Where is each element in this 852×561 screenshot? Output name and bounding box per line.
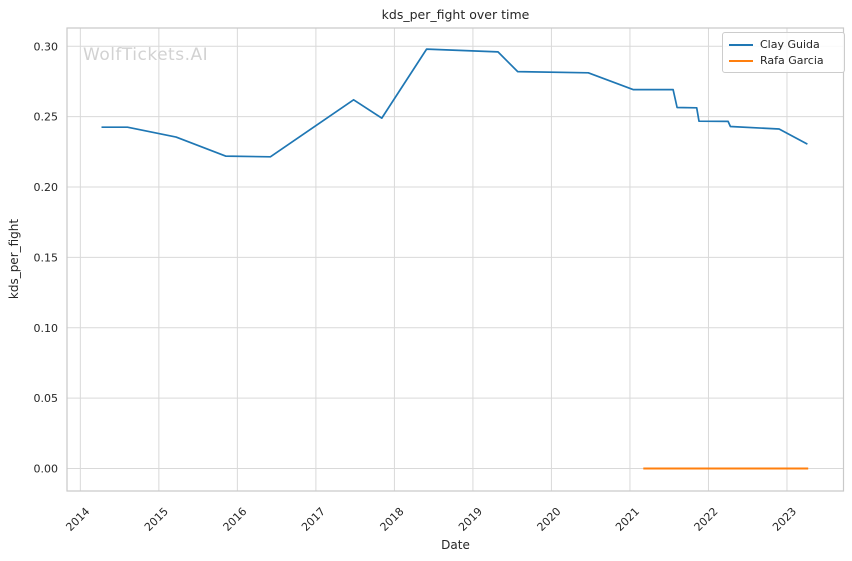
x-tick-label: 2018 [378,505,407,534]
chart-title: kds_per_fight over time [381,7,530,22]
x-tick-label: 2014 [63,505,92,534]
x-tick-label: 2021 [613,505,642,534]
y-tick-label: 0.30 [34,40,59,53]
x-tick-label: 2023 [770,505,799,534]
x-tick-label: 2019 [456,505,485,534]
x-tick-label: 2016 [221,505,250,534]
legend-item-rafa-garcia: Rafa Garcia [729,54,838,67]
legend-line-swatch-rafa-garcia [729,59,753,62]
legend-label-clay-guida: Clay Guida [760,38,820,51]
x-tick-label: 2022 [692,505,721,534]
y-tick-label: 0.00 [34,462,59,475]
y-tick-label: 0.10 [34,322,59,335]
y-tick-label: 0.15 [34,251,59,264]
legend-line-swatch-clay-guida [729,43,753,46]
y-axis-label: kds_per_fight [7,218,21,300]
x-tick-label: 2015 [142,505,171,534]
legend-item-clay-guida: Clay Guida [729,38,838,51]
series-line-clay-guida [101,48,808,158]
x-tick-label: 2017 [299,505,328,534]
plot-border [66,27,845,492]
y-tick-label: 0.20 [34,181,59,194]
watermark: WolfTickets.AI [83,45,209,65]
y-tick-label: 0.05 [34,392,59,405]
legend-label-rafa-garcia: Rafa Garcia [760,54,824,67]
x-tick-label: 2020 [535,505,564,534]
legend: Clay Guida Rafa Garcia [722,32,845,73]
x-axis-label: Date [441,538,470,552]
y-tick-label: 0.25 [34,111,59,124]
